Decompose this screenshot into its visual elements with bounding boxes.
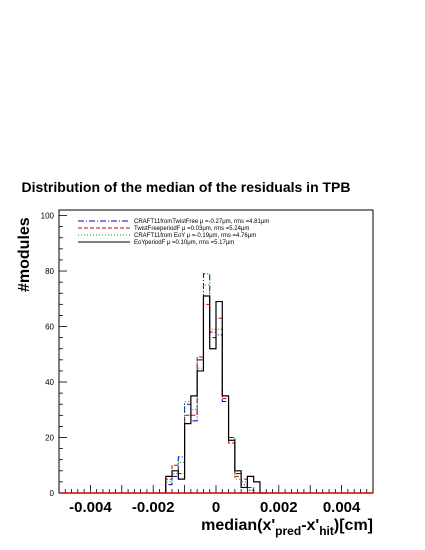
legend-label-2: TwistFreeperiodF μ =0.03μm, rms =5.24μm <box>134 226 249 232</box>
y-tick-label: 60 <box>45 323 54 332</box>
x-axis-title-sub2: hit <box>319 524 334 538</box>
x-axis-title-mid: -x' <box>301 517 319 534</box>
x-tick-label: 0.004 <box>323 499 361 516</box>
x-tick-label: 0 <box>212 499 220 516</box>
y-tick-label: 100 <box>41 212 55 221</box>
legend-label-3: CRAFT11from EoY μ =-0.19μm, rms =4.76μm <box>134 233 256 239</box>
x-tick-label: 0.002 <box>260 499 298 516</box>
series-layer <box>165 273 267 494</box>
legend-label-1: CRAFT11fromTwistFree μ =-0.27μm, rms =4.… <box>134 219 269 225</box>
chart-title: Distribution of the median of the residu… <box>21 179 350 195</box>
y-tick-label: 20 <box>45 434 54 443</box>
y-axis-title: #modules <box>16 217 33 292</box>
x-axis-title-end: )[cm] <box>334 517 373 534</box>
x-axis-title: median(x'pred-x'hit)[cm] <box>201 517 373 538</box>
x-tick-label: -0.004 <box>69 499 112 516</box>
x-tick-label: -0.002 <box>132 499 175 516</box>
y-tick-label: 40 <box>45 378 54 387</box>
legend-label-4: EoYperiodF μ =0.10μm, rms =5.17μm <box>134 240 234 246</box>
x-axis-title-sub1: pred <box>275 524 301 538</box>
x-axis-title-base: median(x' <box>201 517 275 534</box>
series-line-1 <box>165 273 267 494</box>
y-tick-label: 80 <box>45 267 54 276</box>
series-line-4 <box>165 295 267 494</box>
x-axis: -0.004 -0.002 0 0.002 0.004 <box>58 485 374 516</box>
y-tick-label: 0 <box>50 489 55 498</box>
legend: CRAFT11fromTwistFree μ =-0.27μm, rms =4.… <box>78 219 269 246</box>
